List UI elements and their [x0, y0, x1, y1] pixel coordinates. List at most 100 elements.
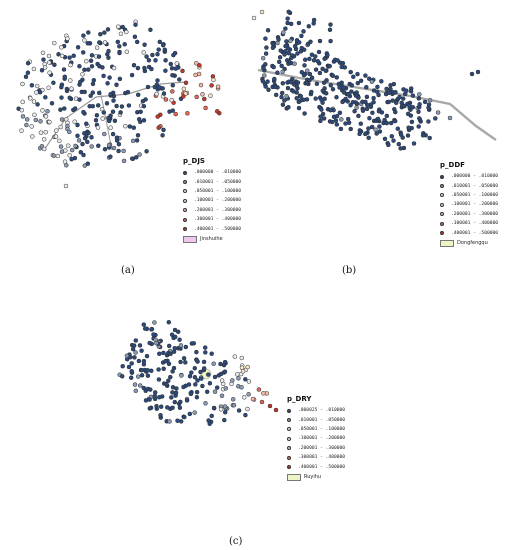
site-point [157, 39, 163, 45]
site-point [189, 370, 194, 375]
site-point [218, 361, 223, 367]
site-point [144, 54, 149, 59]
legend-swatch [440, 231, 444, 236]
site-point [160, 42, 166, 48]
site-point [376, 108, 382, 114]
site-point [124, 49, 130, 55]
site-point [149, 327, 154, 332]
site-point [132, 355, 137, 360]
site-point [88, 93, 93, 99]
area-swatch [183, 235, 197, 243]
site-point [82, 131, 87, 136]
site-point [96, 54, 102, 59]
site-point [390, 98, 395, 103]
site-point [142, 326, 148, 331]
site-point [469, 71, 475, 77]
site-point [193, 382, 198, 387]
site-point [194, 94, 199, 100]
site-point [88, 58, 94, 63]
site-point [173, 111, 178, 117]
legend-label: .100001 - .200000 [298, 436, 346, 442]
site-point [117, 44, 122, 49]
site-point [143, 398, 149, 403]
site-point [364, 94, 370, 100]
site-point [232, 354, 238, 359]
legend-swatch [183, 180, 187, 185]
site-point [156, 377, 162, 382]
site-point [129, 361, 134, 366]
site-point [409, 119, 415, 125]
site-point [314, 81, 320, 87]
site-point [222, 404, 228, 409]
site-point [145, 84, 151, 90]
site-point [218, 407, 224, 412]
site-point [285, 85, 291, 91]
site-point [261, 391, 266, 396]
site-point [30, 134, 35, 139]
site-point [54, 128, 59, 133]
site-point [313, 54, 318, 59]
site-point [19, 107, 25, 113]
site-point [276, 37, 281, 42]
site-point [118, 110, 123, 115]
site-point [59, 95, 64, 100]
site-point [85, 139, 90, 145]
site-point [25, 70, 31, 75]
site-point [172, 327, 178, 333]
site-point [410, 104, 416, 110]
site-point [393, 109, 398, 115]
site-point [96, 143, 101, 149]
site-point [417, 92, 422, 97]
site-point [128, 375, 134, 380]
legend-label: .010001 - .050000 [451, 183, 499, 189]
site-point [323, 68, 329, 74]
site-point [59, 117, 65, 122]
legend-label: .300001 - .400000 [298, 455, 346, 461]
site-point [280, 102, 286, 107]
site-point [101, 110, 107, 115]
site-point [39, 68, 45, 73]
site-point [306, 24, 312, 29]
site-point [172, 50, 178, 56]
legend-row: .050001 - .100000 [440, 191, 498, 200]
site-point [345, 116, 351, 122]
site-point [333, 118, 339, 123]
site-point [382, 117, 387, 123]
site-point [161, 127, 166, 133]
site-point [318, 118, 323, 124]
site-point [279, 63, 284, 69]
legend-swatch [287, 436, 291, 441]
site-point [173, 390, 179, 396]
site-point [335, 58, 340, 63]
area-legend-row: Jinshuihe [183, 235, 241, 243]
site-point [384, 113, 390, 119]
site-point [198, 82, 204, 88]
site-point [20, 114, 26, 119]
site-point [266, 87, 271, 93]
site-point [77, 97, 82, 102]
site-point [435, 110, 441, 115]
site-point [153, 58, 158, 63]
site-point [426, 119, 431, 124]
legend-row: .000025 - .010000 [287, 406, 345, 415]
site-point [386, 90, 392, 96]
site-point [115, 39, 121, 45]
legend-row: .100001 - .200000 [183, 196, 241, 205]
site-point [321, 116, 327, 121]
site-point [106, 48, 111, 54]
site-point [299, 33, 304, 39]
site-point [47, 70, 52, 75]
site-point [114, 103, 119, 109]
site-point [288, 55, 294, 61]
site-point [273, 407, 279, 413]
legend-row: .300001 - .400000 [287, 453, 345, 462]
site-point [397, 94, 402, 100]
site-point [236, 408, 242, 413]
site-point [157, 351, 162, 357]
site-point [59, 45, 64, 50]
site-point [202, 345, 208, 350]
site-point [384, 86, 389, 92]
caption-c: (c) [229, 536, 243, 547]
site-point [386, 99, 392, 105]
site-point [417, 116, 422, 121]
